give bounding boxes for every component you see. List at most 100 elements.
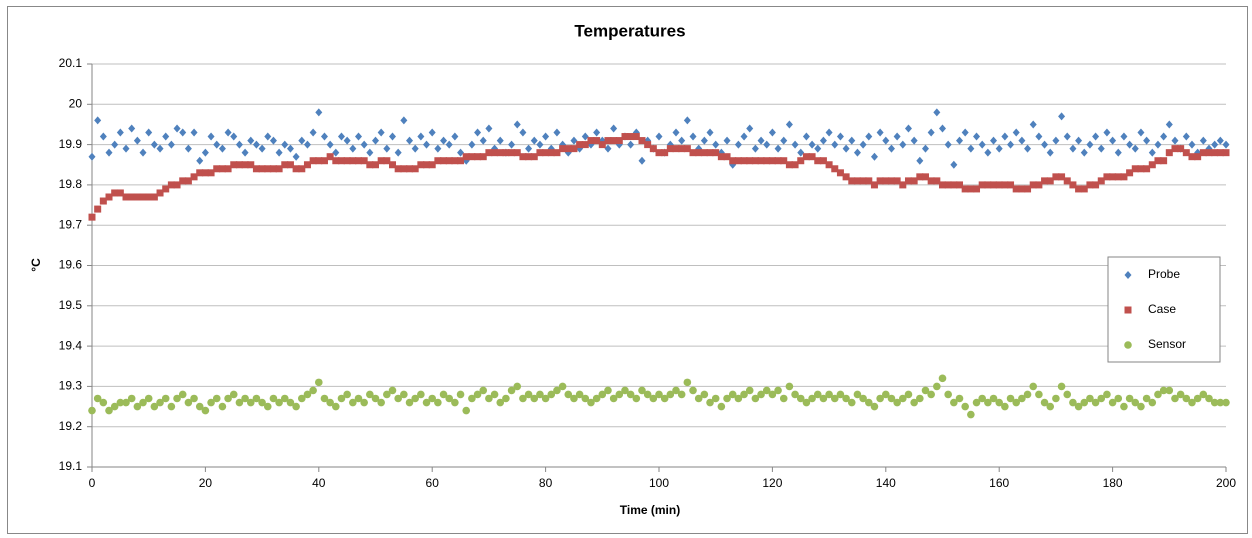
point bbox=[479, 386, 488, 395]
point bbox=[882, 390, 890, 399]
point bbox=[241, 161, 249, 169]
point bbox=[1052, 136, 1060, 145]
point bbox=[269, 136, 277, 145]
x-tick-label: 140 bbox=[876, 476, 896, 490]
point bbox=[1120, 132, 1128, 141]
point bbox=[1046, 402, 1055, 411]
point bbox=[366, 161, 374, 169]
point bbox=[575, 390, 584, 399]
point bbox=[882, 177, 890, 185]
point bbox=[933, 177, 941, 185]
point bbox=[734, 140, 742, 149]
point bbox=[258, 144, 266, 153]
point bbox=[525, 144, 533, 153]
point bbox=[1182, 149, 1190, 157]
point bbox=[264, 165, 272, 173]
point bbox=[933, 382, 941, 391]
point bbox=[564, 390, 573, 399]
point bbox=[967, 185, 975, 193]
point bbox=[485, 149, 493, 157]
point bbox=[666, 145, 674, 153]
point bbox=[128, 124, 136, 133]
point bbox=[1007, 181, 1015, 189]
point bbox=[88, 406, 96, 415]
point bbox=[689, 386, 697, 395]
point bbox=[1188, 398, 1196, 407]
point bbox=[768, 390, 777, 399]
point bbox=[1091, 398, 1100, 407]
point bbox=[162, 132, 170, 141]
point bbox=[576, 141, 584, 149]
point bbox=[507, 386, 516, 395]
point bbox=[275, 148, 283, 157]
point bbox=[309, 128, 317, 137]
point bbox=[751, 394, 760, 403]
point bbox=[195, 402, 204, 411]
point bbox=[502, 394, 510, 403]
chart-title: Temperatures bbox=[574, 21, 685, 40]
point bbox=[150, 193, 158, 201]
point bbox=[978, 140, 986, 149]
point bbox=[995, 144, 1003, 153]
point bbox=[655, 149, 663, 157]
point bbox=[201, 169, 209, 177]
point bbox=[428, 161, 436, 169]
point bbox=[570, 145, 578, 153]
point bbox=[178, 390, 187, 399]
point bbox=[490, 390, 499, 399]
point bbox=[508, 140, 516, 149]
point bbox=[553, 149, 561, 157]
x-tick-label: 160 bbox=[989, 476, 1009, 490]
point bbox=[740, 157, 748, 165]
point bbox=[530, 394, 539, 403]
point bbox=[825, 128, 833, 137]
point bbox=[1012, 398, 1021, 407]
point bbox=[428, 128, 436, 137]
point bbox=[1029, 382, 1038, 391]
point bbox=[320, 394, 329, 403]
point bbox=[286, 161, 294, 169]
point bbox=[847, 398, 856, 407]
series bbox=[88, 133, 1230, 221]
point bbox=[468, 153, 476, 161]
point bbox=[326, 398, 334, 407]
point bbox=[899, 140, 907, 149]
point bbox=[513, 382, 522, 391]
point bbox=[842, 394, 850, 403]
point bbox=[1125, 394, 1134, 403]
point bbox=[439, 390, 448, 399]
point bbox=[559, 145, 567, 153]
point bbox=[1097, 177, 1105, 185]
point bbox=[865, 177, 873, 185]
point bbox=[383, 390, 391, 399]
point bbox=[1075, 136, 1083, 145]
point bbox=[230, 161, 238, 169]
point bbox=[513, 120, 521, 129]
point bbox=[813, 390, 822, 399]
point bbox=[961, 185, 969, 193]
point bbox=[700, 390, 709, 399]
point bbox=[791, 161, 799, 169]
point bbox=[1159, 386, 1168, 395]
point bbox=[711, 394, 720, 403]
point bbox=[541, 394, 550, 403]
point bbox=[604, 386, 612, 395]
point bbox=[638, 137, 646, 145]
point bbox=[474, 153, 482, 161]
point bbox=[230, 132, 238, 141]
point bbox=[728, 390, 737, 399]
point bbox=[819, 157, 827, 165]
point bbox=[621, 386, 629, 395]
point bbox=[116, 398, 125, 407]
point bbox=[111, 140, 119, 149]
point bbox=[774, 144, 782, 153]
point bbox=[887, 394, 896, 403]
point bbox=[275, 165, 283, 173]
point bbox=[853, 390, 862, 399]
point bbox=[218, 402, 227, 411]
point bbox=[757, 390, 765, 399]
point bbox=[1205, 394, 1213, 403]
point bbox=[904, 124, 912, 133]
x-axis-label: Time (min) bbox=[620, 503, 680, 517]
point bbox=[303, 390, 312, 399]
